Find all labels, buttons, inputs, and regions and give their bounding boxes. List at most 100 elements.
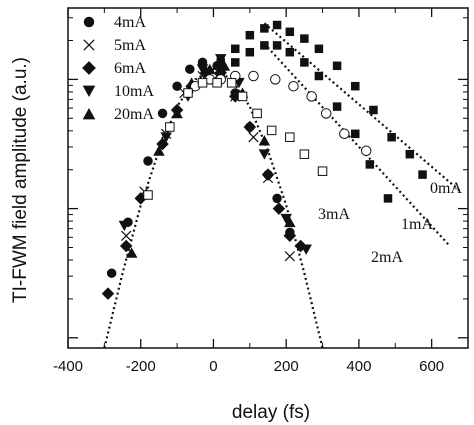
data-points — [101, 20, 427, 300]
data-point — [300, 34, 309, 43]
data-point — [270, 74, 281, 85]
data-point — [125, 247, 138, 258]
curve-label-3mA: 3mA — [318, 206, 350, 223]
fit-line-0mA — [263, 22, 462, 193]
data-point — [157, 108, 168, 119]
data-point — [143, 190, 153, 200]
data-point — [299, 149, 310, 159]
data-point — [121, 230, 132, 241]
data-point — [266, 125, 277, 136]
x-tick-label: 400 — [346, 358, 371, 375]
data-point — [272, 202, 286, 215]
data-point — [284, 251, 295, 262]
data-point — [317, 166, 328, 176]
data-point — [212, 78, 222, 88]
data-point — [272, 41, 282, 50]
data-point — [383, 194, 393, 203]
data-point — [387, 132, 396, 142]
x-tick-label: 0 — [209, 358, 217, 375]
data-point — [252, 108, 262, 119]
data-point — [245, 47, 255, 57]
data-point — [119, 239, 133, 253]
data-point — [248, 70, 259, 82]
legend-label-4mA: 4mA — [114, 14, 146, 31]
series-2mA — [143, 78, 328, 200]
data-point — [153, 145, 165, 156]
data-point — [106, 268, 117, 278]
data-point — [101, 287, 115, 300]
data-point — [369, 105, 378, 115]
data-point — [306, 91, 317, 102]
data-point — [365, 160, 375, 169]
legend-marker-10mA — [82, 85, 96, 98]
data-point — [183, 88, 193, 98]
legend-label-5mA: 5mA — [114, 37, 146, 54]
data-point — [196, 64, 209, 75]
data-point — [284, 216, 296, 228]
data-point — [280, 213, 292, 225]
data-point — [237, 91, 248, 102]
data-point — [405, 149, 415, 159]
data-point — [285, 27, 295, 37]
x-tick-label: 200 — [274, 358, 299, 375]
data-point — [248, 132, 259, 143]
data-point — [260, 41, 269, 50]
x-tick-label: -400 — [53, 358, 83, 375]
data-point — [245, 30, 255, 40]
data-point — [418, 170, 427, 179]
data-point — [231, 44, 240, 54]
curve-label-0mA: 0mA — [430, 180, 462, 197]
data-point — [339, 128, 350, 140]
curve-label-1mA: 1mA — [401, 216, 433, 233]
data-point — [216, 58, 225, 67]
data-point — [272, 20, 282, 30]
x-tick-label: 600 — [419, 358, 444, 375]
x-axis-title: delay (fs) — [232, 402, 310, 423]
series-6mA — [101, 66, 307, 300]
curve-labels: 0mA 1mA 3mA 2mA — [318, 180, 462, 266]
data-point — [351, 129, 360, 139]
data-point — [197, 78, 208, 88]
data-point — [260, 24, 269, 33]
data-point — [300, 58, 309, 67]
legend-marker-20mA — [82, 107, 96, 120]
data-point — [360, 145, 372, 157]
data-point — [231, 58, 240, 67]
data-point — [288, 80, 299, 92]
data-point — [261, 168, 275, 181]
data-point — [332, 61, 342, 71]
legend-marker-6mA — [82, 61, 96, 75]
data-point — [258, 149, 271, 160]
data-point — [204, 63, 216, 75]
data-point — [165, 122, 175, 132]
legend-marker-4mA — [83, 16, 95, 28]
data-point — [160, 132, 172, 143]
data-point — [285, 132, 295, 142]
fit-line-1mA — [263, 42, 451, 247]
data-point — [185, 64, 195, 74]
legend: 4mA 5mA 6mA 10mA 20mA — [82, 14, 154, 123]
fit-lines — [103, 22, 462, 349]
data-point — [118, 220, 131, 232]
x-axis-ticks: -400 -200 0 200 400 600 — [53, 8, 444, 375]
data-point — [314, 71, 324, 81]
legend-label-6mA: 6mA — [114, 60, 146, 77]
series-1mA — [216, 41, 393, 203]
data-point — [143, 156, 153, 166]
curve-label-2mA: 2mA — [371, 249, 403, 266]
data-point — [320, 108, 332, 119]
data-point — [332, 102, 342, 111]
data-point — [272, 193, 282, 204]
data-point — [283, 229, 297, 243]
data-point — [314, 44, 324, 54]
plot-frame — [67, 7, 469, 349]
data-point — [285, 47, 295, 57]
x-tick-label: -200 — [126, 358, 156, 375]
data-point — [226, 78, 237, 88]
y-axis-ticks — [68, 17, 468, 339]
data-point — [243, 120, 257, 134]
data-point — [351, 81, 360, 91]
legend-marker-5mA — [83, 39, 95, 51]
data-point — [171, 107, 183, 119]
